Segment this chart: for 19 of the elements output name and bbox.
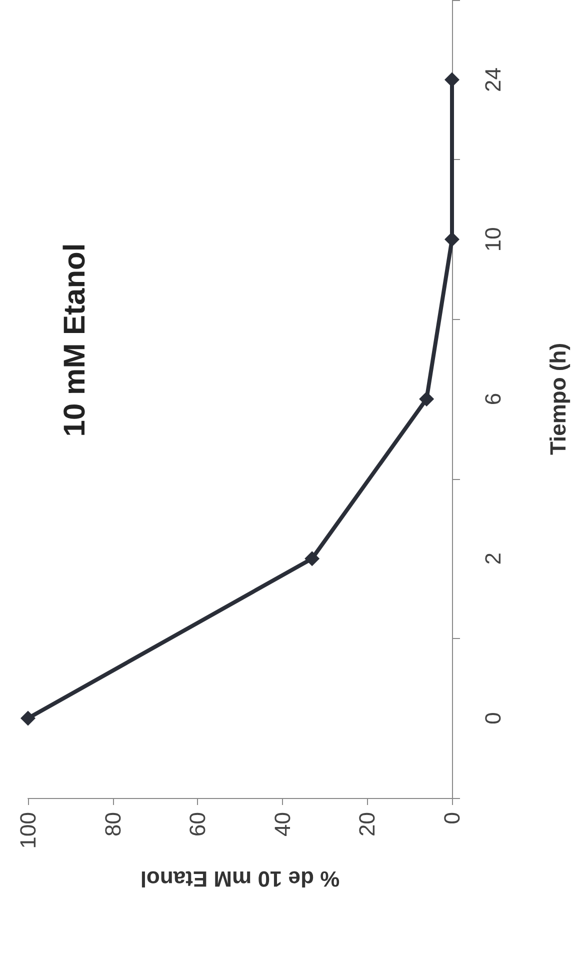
x-tick-label: 100 xyxy=(16,812,40,849)
y-tick-label: 24 xyxy=(480,68,506,92)
y-tick-label: 6 xyxy=(480,392,506,406)
text: 10 mM Etanol xyxy=(58,243,92,437)
x-tick-label: 40 xyxy=(270,812,295,836)
y-tick-label: 2 xyxy=(480,552,506,565)
x-tick-label: 80 xyxy=(100,812,126,836)
x-tick-label: 20 xyxy=(354,812,380,836)
point xyxy=(20,710,36,726)
y-tick-label: 0 xyxy=(480,712,506,724)
y-axis-title: Tiempo (h) xyxy=(546,342,570,456)
y-tick-label: 10 xyxy=(480,227,506,252)
point xyxy=(444,72,460,88)
x-tick-label: 0 xyxy=(440,812,464,824)
point xyxy=(444,232,460,247)
x-tick-label: 60 xyxy=(185,812,210,836)
point xyxy=(419,392,434,406)
x-axis-title: % de 10 mM Etanol xyxy=(140,866,340,892)
point xyxy=(304,551,320,566)
